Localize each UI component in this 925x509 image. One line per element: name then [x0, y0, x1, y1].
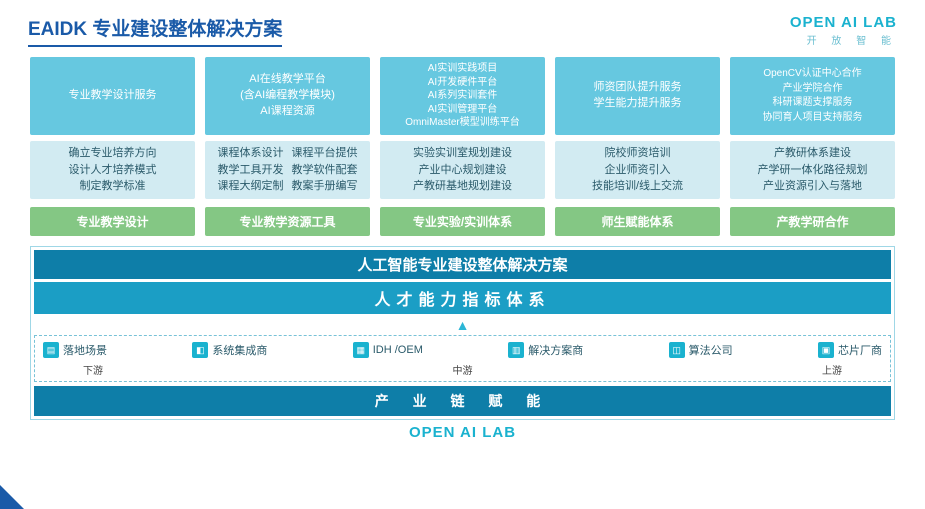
col2-mid-left-l1: 课程体系设计 [218, 145, 284, 162]
col2-mid-right-l1: 课程平台提供 [292, 145, 358, 162]
col1-mid-l3: 制定教学标准 [34, 178, 191, 195]
col3-mid: 实验实训室规划建设 产业中心规划建设 产教研基地规划建设 [380, 141, 545, 199]
col2-top-l3: AI课程资源 [205, 104, 370, 120]
chain-icon-6: ▣ [818, 342, 834, 358]
chain-item-3: ▦ IDH /OEM [353, 342, 423, 358]
chain-icon-2: ◧ [192, 342, 208, 358]
col5-mid-l3: 产业资源引入与落地 [734, 178, 891, 195]
chain-sub-2: 中游 [453, 362, 473, 377]
green-5: 产教学研合作 [730, 207, 895, 236]
chain-icon-5: ◫ [669, 342, 685, 358]
chain-sub-3: 上游 [822, 362, 842, 377]
chain-item-6: ▣ 芯片厂商 [818, 342, 882, 358]
chain-item-4: ▥ 解决方案商 [508, 342, 583, 358]
col1-top: 专业教学设计服务 [30, 57, 195, 135]
chain-row: ▤ 落地场景 ◧ 系统集成商 ▦ IDH /OEM ▥ 解决方案商 ◫ 算法 [43, 342, 882, 358]
chain-label-3: IDH /OEM [373, 344, 423, 356]
col5-mid-l2: 产学研一体化路径规划 [734, 162, 891, 179]
col5-top-l1: OpenCV认证中心合作 [730, 67, 895, 82]
top-columns: 专业教学设计服务 确立专业培养方向 设计人才培养模式 制定教学标准 AI在线教学… [30, 57, 895, 199]
chain-sub-row: 下游 中游 上游 [43, 362, 882, 377]
chain-item-1: ▤ 落地场景 [43, 342, 107, 358]
footer-logo: OPEN AI LAB [30, 424, 895, 441]
col4-mid: 院校师资培训 企业师资引入 技能培训/线上交流 [555, 141, 720, 199]
chain-label-4: 解决方案商 [528, 342, 583, 358]
arrow-up-icon: ▲ [31, 317, 894, 333]
col4-top-l1: 师资团队提升服务 [555, 80, 720, 96]
band-dark: 人工智能专业建设整体解决方案 [34, 250, 891, 279]
logo-text: OPEN AI LAB [790, 14, 897, 31]
col3-top-l3: AI系列实训套件 [380, 89, 545, 103]
col5-top: OpenCV认证中心合作 产业学院合作 科研课题支撑服务 协同育人项目支持服务 [730, 57, 895, 135]
chain-item-5: ◫ 算法公司 [669, 342, 733, 358]
col2-mid-left-l2: 教学工具开发 [218, 162, 284, 179]
green-1: 专业教学设计 [30, 207, 195, 236]
chain-icon-1: ▤ [43, 342, 59, 358]
col4-top: 师资团队提升服务 学生能力提升服务 [555, 57, 720, 135]
col1-mid-l1: 确立专业培养方向 [34, 145, 191, 162]
col3-top: AI实训实践项目 AI开发硬件平台 AI系列实训套件 AI实训管理平台 Omni… [380, 57, 545, 135]
band-container: 人工智能专业建设整体解决方案 人才能力指标体系 ▲ ▤ 落地场景 ◧ 系统集成商… [30, 246, 895, 420]
col1-top-line1: 专业教学设计服务 [30, 88, 195, 104]
col3-top-l5: OmniMaster模型训练平台 [380, 116, 545, 130]
col4-mid-l3: 技能培训/线上交流 [559, 178, 716, 195]
green-row: 专业教学设计 专业教学资源工具 专业实验/实训体系 师生赋能体系 产教学研合作 [30, 207, 895, 236]
col1-mid: 确立专业培养方向 设计人才培养模式 制定教学标准 [30, 141, 195, 199]
logo-subtext: 开 放 智 能 [790, 32, 897, 47]
chain-icon-3: ▦ [353, 342, 369, 358]
band-mid: 人才能力指标体系 [34, 282, 891, 314]
chain-icon-4: ▥ [508, 342, 524, 358]
page-title: EAIDK 专业建设整体解决方案 [28, 14, 282, 47]
chain-box: ▤ 落地场景 ◧ 系统集成商 ▦ IDH /OEM ▥ 解决方案商 ◫ 算法 [34, 335, 891, 382]
band-bottom: 产 业 链 赋 能 [34, 386, 891, 416]
col2-mid: 课程体系设计 教学工具开发 课程大纲定制 课程平台提供 教学软件配套 教案手册编… [205, 141, 370, 199]
green-3: 专业实验/实训体系 [380, 207, 545, 236]
col4-mid-l1: 院校师资培训 [559, 145, 716, 162]
chain-label-2: 系统集成商 [212, 342, 267, 358]
col5-top-l4: 协同育人项目支持服务 [730, 111, 895, 126]
col5-mid-l1: 产教研体系建设 [734, 145, 891, 162]
col3-top-l4: AI实训管理平台 [380, 103, 545, 117]
chain-label-1: 落地场景 [63, 342, 107, 358]
col3-mid-l3: 产教研基地规划建设 [384, 178, 541, 195]
corner-triangle-icon [0, 485, 24, 509]
col4-mid-l2: 企业师资引入 [559, 162, 716, 179]
col5-mid: 产教研体系建设 产学研一体化路径规划 产业资源引入与落地 [730, 141, 895, 199]
col3-top-l2: AI开发硬件平台 [380, 76, 545, 90]
chain-label-6: 芯片厂商 [838, 342, 882, 358]
col3-top-l1: AI实训实践项目 [380, 62, 545, 76]
chain-item-2: ◧ 系统集成商 [192, 342, 267, 358]
chain-label-5: 算法公司 [689, 342, 733, 358]
col2-mid-right-l3: 教案手册编写 [292, 178, 358, 195]
col2-mid-left-l3: 课程大纲定制 [218, 178, 284, 195]
col5-top-l2: 产业学院合作 [730, 82, 895, 97]
col2-top: AI在线教学平台 (含AI编程教学模块) AI课程资源 [205, 57, 370, 135]
col3-mid-l2: 产业中心规划建设 [384, 162, 541, 179]
col2-top-l2: (含AI编程教学模块) [205, 88, 370, 104]
col4-top-l2: 学生能力提升服务 [555, 96, 720, 112]
col2-mid-right-l2: 教学软件配套 [292, 162, 358, 179]
col3-mid-l1: 实验实训室规划建设 [384, 145, 541, 162]
green-4: 师生赋能体系 [555, 207, 720, 236]
chain-sub-1: 下游 [83, 362, 103, 377]
logo-block: OPEN AI LAB 开 放 智 能 [790, 14, 897, 47]
col5-top-l3: 科研课题支撑服务 [730, 96, 895, 111]
col1-mid-l2: 设计人才培养模式 [34, 162, 191, 179]
col2-top-l1: AI在线教学平台 [205, 72, 370, 88]
green-2: 专业教学资源工具 [205, 207, 370, 236]
